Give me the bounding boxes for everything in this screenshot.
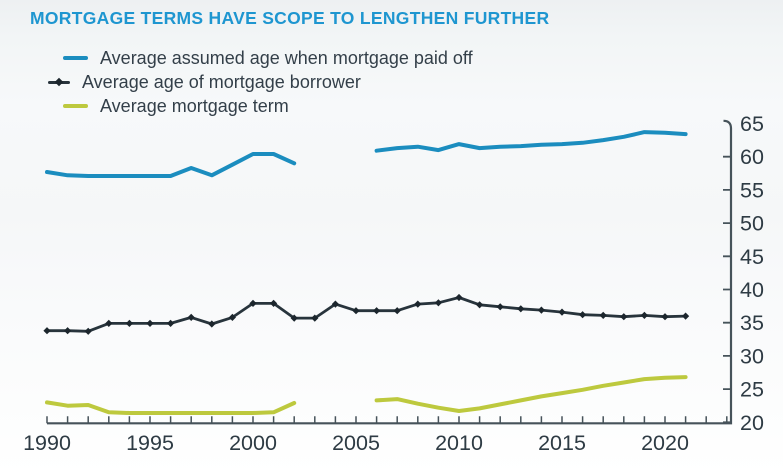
legend-label: Average mortgage term (100, 95, 289, 116)
x-tick-label: 2005 (332, 431, 380, 455)
legend-line-swatch-blue-icon (63, 51, 88, 65)
legend-item-paid-off-age: Average assumed age when mortgage paid o… (0, 46, 473, 70)
y-tick-label: 45 (740, 245, 764, 269)
legend-line-swatch-green-icon (63, 99, 88, 113)
y-tick-label: 25 (740, 378, 764, 402)
chart-title: MORTGAGE TERMS HAVE SCOPE TO LENGTHEN FU… (30, 8, 550, 28)
y-tick-label: 20 (740, 411, 764, 435)
y-tick-label: 60 (740, 145, 764, 169)
legend-label: Average assumed age when mortgage paid o… (100, 47, 473, 68)
series-line-3 (45, 375, 688, 415)
y-tick-label: 40 (740, 278, 764, 302)
y-axis-ticks (723, 155, 731, 424)
x-tick-label: 2020 (641, 431, 689, 455)
y-tick-label: 55 (740, 178, 764, 202)
legend-line-diamond-swatch-icon (48, 75, 70, 89)
series-line-2 (45, 296, 687, 333)
x-tick-label: 2015 (538, 431, 586, 455)
series-line-1 (45, 130, 688, 178)
legend-label: Average age of mortgage borrower (82, 71, 361, 92)
y-tick-label: 50 (740, 212, 764, 236)
x-tick-label: 1990 (23, 431, 71, 455)
axis-frame (47, 119, 733, 425)
y-tick-label: 65 (740, 112, 764, 136)
x-tick-label: 2010 (435, 431, 483, 455)
x-tick-label: 2000 (229, 431, 277, 455)
legend-item-mortgage-term: Average mortgage term (0, 94, 473, 118)
legend-item-borrower-age: Average age of mortgage borrower (0, 70, 473, 94)
legend: Average assumed age when mortgage paid o… (0, 46, 473, 118)
x-tick-label: 1995 (126, 431, 174, 455)
y-tick-label: 35 (740, 311, 764, 335)
y-tick-label: 30 (740, 344, 764, 368)
x-axis-ticks (46, 416, 728, 424)
